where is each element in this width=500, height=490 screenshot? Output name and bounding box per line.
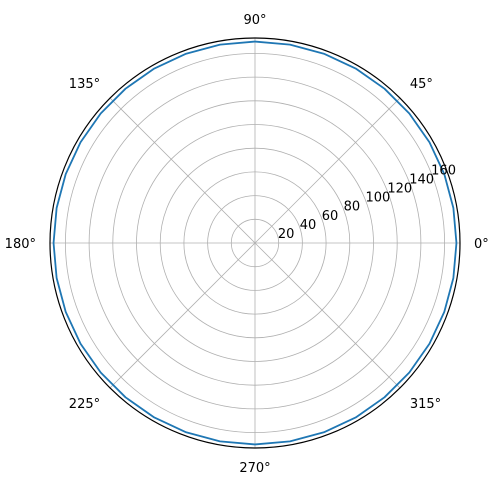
theta-tick-label-45: 45° — [410, 77, 433, 92]
theta-tick-label-0: 0° — [474, 237, 489, 252]
theta-tick-label-315: 315° — [410, 397, 441, 412]
theta-tick-label-90: 90° — [243, 13, 266, 28]
r-tick-label-60: 60 — [322, 209, 339, 224]
r-tick-label-20: 20 — [278, 227, 295, 242]
r-tick-label-160: 160 — [431, 163, 456, 178]
theta-tick-label-135: 135° — [69, 77, 100, 92]
grid-layer — [50, 38, 460, 448]
theta-tick-label-180: 180° — [5, 237, 36, 252]
theta-tick-label-225: 225° — [69, 397, 100, 412]
r-tick-label-120: 120 — [387, 182, 412, 197]
theta-gridline-315 — [254, 242, 401, 389]
r-tick-label-100: 100 — [365, 191, 390, 206]
series-line-0 — [52, 40, 458, 446]
r-tick-label-40: 40 — [300, 218, 317, 233]
theta-gridline-45 — [254, 97, 401, 244]
polar-frame — [49, 37, 461, 449]
r-tick-label-140: 140 — [409, 173, 434, 188]
series-layer — [52, 40, 458, 446]
frame-layer — [49, 37, 461, 449]
r-tick-label-80: 80 — [344, 200, 361, 215]
theta-tick-label-270: 270° — [239, 461, 270, 476]
theta-gridline-135 — [109, 97, 256, 244]
label-layer: 0°45°90°135°180°225°270°315°204060801001… — [5, 13, 489, 476]
theta-gridline-225 — [109, 242, 256, 389]
